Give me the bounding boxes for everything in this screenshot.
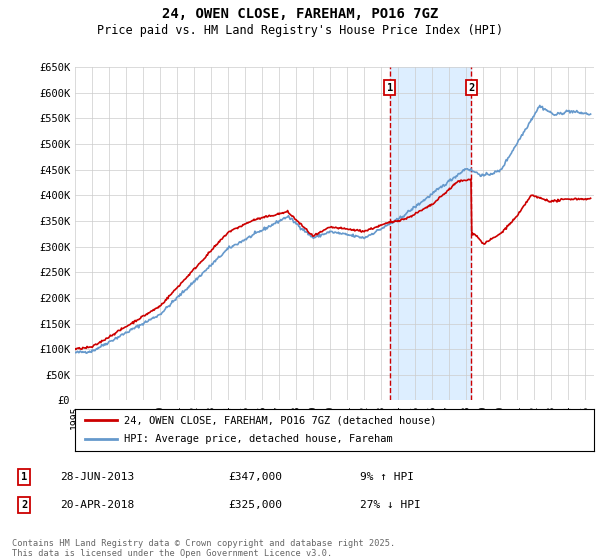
Text: Contains HM Land Registry data © Crown copyright and database right 2025.
This d: Contains HM Land Registry data © Crown c… — [12, 539, 395, 558]
Text: 1: 1 — [386, 83, 393, 93]
Text: 1: 1 — [21, 472, 27, 482]
Bar — [389, 67, 472, 400]
Text: 2: 2 — [21, 500, 27, 510]
Text: 28-JUN-2013: 28-JUN-2013 — [60, 472, 134, 482]
Text: 2: 2 — [469, 83, 475, 93]
Text: £347,000: £347,000 — [228, 472, 282, 482]
Text: 9% ↑ HPI: 9% ↑ HPI — [360, 472, 414, 482]
Text: 20-APR-2018: 20-APR-2018 — [60, 500, 134, 510]
Text: £325,000: £325,000 — [228, 500, 282, 510]
Text: 27% ↓ HPI: 27% ↓ HPI — [360, 500, 421, 510]
Text: 24, OWEN CLOSE, FAREHAM, PO16 7GZ: 24, OWEN CLOSE, FAREHAM, PO16 7GZ — [162, 7, 438, 21]
Text: 24, OWEN CLOSE, FAREHAM, PO16 7GZ (detached house): 24, OWEN CLOSE, FAREHAM, PO16 7GZ (detac… — [124, 415, 437, 425]
Text: Price paid vs. HM Land Registry's House Price Index (HPI): Price paid vs. HM Land Registry's House … — [97, 24, 503, 36]
Text: HPI: Average price, detached house, Fareham: HPI: Average price, detached house, Fare… — [124, 435, 393, 445]
